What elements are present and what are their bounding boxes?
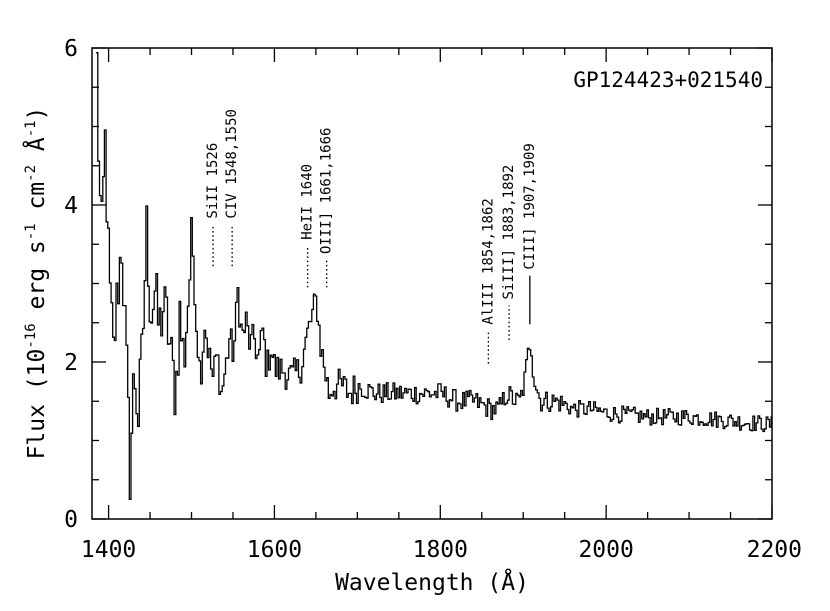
- y-axis-title: Flux (10-16 erg s-1 cm-2 Å-1): [22, 107, 50, 460]
- spectral-line-label: SiIII] 1883,1892: [501, 165, 517, 300]
- x-tick-label: 1400: [81, 537, 136, 563]
- spectral-line-label: CIII] 1907,1909: [522, 143, 538, 269]
- y-axis-title-part: erg s: [24, 240, 50, 323]
- y-tick-label: 4: [64, 193, 78, 219]
- object-label: GP124423+021540: [573, 68, 763, 92]
- y-axis-title-exponent: -2: [23, 165, 39, 182]
- y-axis-title-exponent: -1: [23, 223, 39, 240]
- spectral-line-markers: SiII 1526 CIV 1548,1550 HeII 1640 OIII] 166…: [205, 109, 538, 364]
- x-axis-title: Wavelength (Å): [335, 568, 529, 596]
- y-axis-title-exponent: -1: [23, 120, 39, 137]
- y-tick-label: 6: [64, 36, 78, 62]
- y-axis-title-exponent: -16: [23, 323, 39, 348]
- spectrum-trace: [96, 52, 772, 501]
- y-axis-title-part: ): [24, 107, 50, 121]
- x-tick-label: 1600: [247, 537, 302, 563]
- spectral-line-label: HeII 1640: [300, 164, 316, 240]
- spectral-line-label: AlIII 1854,1862: [480, 198, 496, 324]
- y-axis-title-part: Å: [22, 137, 50, 165]
- spectral-line-label: SiII 1526: [205, 143, 221, 219]
- y-axis-title-part: cm: [24, 182, 50, 224]
- x-tick-label: 2000: [578, 537, 633, 563]
- axis-ticks: [92, 47, 773, 520]
- spectral-line-label: OIII] 1661,1666: [319, 128, 335, 254]
- y-tick-label: 2: [64, 350, 78, 376]
- x-tick-label: 1800: [413, 537, 468, 563]
- x-tick-label: 2200: [747, 537, 802, 563]
- y-tick-label: 0: [64, 507, 78, 533]
- y-axis-title-part: Flux (10: [24, 349, 50, 460]
- axis-tick-labels: 1400 1600 1800 2000 2200 0 2 4 6: [64, 36, 802, 563]
- spectral-line-label: CIV 1548,1550: [224, 109, 240, 219]
